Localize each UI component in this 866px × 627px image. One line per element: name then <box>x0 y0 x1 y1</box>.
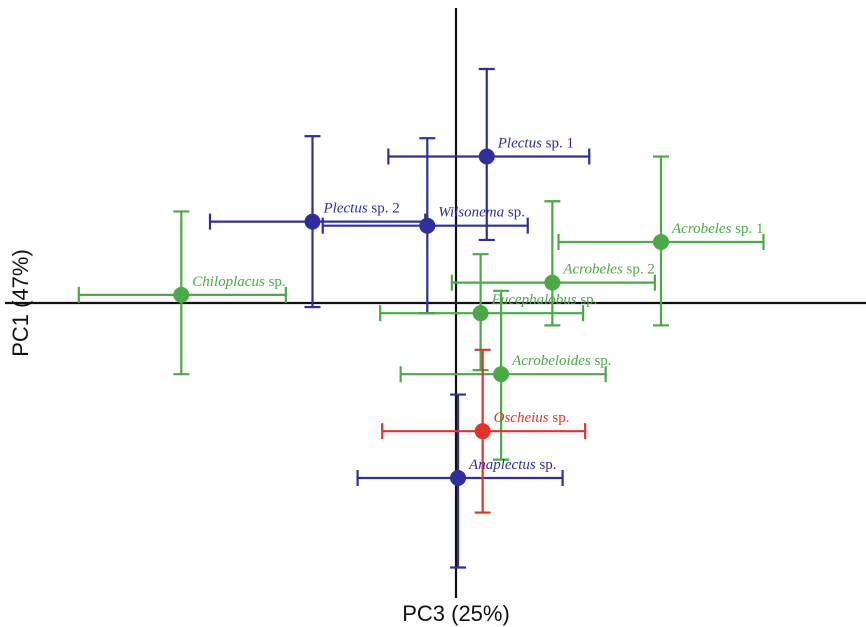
label-suffix: sp. <box>577 292 598 308</box>
point-wilsonema-sp <box>419 217 436 234</box>
label-suffix: sp. 1 <box>731 221 763 237</box>
label-anaplectus-sp: Anaplectus sp. <box>468 457 557 473</box>
label-suffix: sp. <box>265 274 286 290</box>
label-wilsonema-sp: Wilsonema sp. <box>438 205 525 221</box>
label-genus: Anaplectus <box>468 457 536 473</box>
label-genus: Acrobeles <box>562 262 623 278</box>
label-genus: Oscheius <box>494 410 549 426</box>
x-axis-title: PC3 (25%) <box>402 601 510 626</box>
label-acrobeles-sp-1: Acrobeles sp. 1 <box>671 221 764 237</box>
label-genus: Eucephalobus <box>491 292 577 308</box>
label-suffix: sp. <box>536 457 557 473</box>
label-suffix: sp. <box>549 410 570 426</box>
point-eucephalobus-sp <box>472 305 489 322</box>
point-plectus-sp-2 <box>304 213 321 230</box>
point-acrobeles-sp-2 <box>544 274 561 291</box>
label-eucephalobus-sp: Eucephalobus sp. <box>491 292 598 308</box>
point-acrobeles-sp-1 <box>653 233 669 250</box>
label-suffix: sp. <box>504 205 525 221</box>
label-acrobeles-sp-2: Acrobeles sp. 2 <box>562 262 655 278</box>
point-acrobeloides-sp <box>493 366 510 383</box>
label-chiloplacus-sp: Chiloplacus sp. <box>192 274 285 290</box>
label-suffix: sp. 2 <box>623 262 655 278</box>
error-bars <box>77 67 765 569</box>
point-anaplectus-sp <box>450 469 467 486</box>
point-chiloplacus-sp <box>173 286 190 303</box>
y-axis-title: PC1 (47%) <box>8 249 33 357</box>
label-genus: Chiloplacus <box>192 274 265 290</box>
label-plectus-sp-1: Plectus sp. 1 <box>497 136 574 152</box>
data-points <box>173 148 669 486</box>
label-suffix: sp. 1 <box>542 136 574 152</box>
label-suffix: sp. <box>591 353 612 369</box>
label-genus: Plectus <box>497 136 542 152</box>
label-acrobeloides-sp: Acrobeloides sp. <box>511 353 611 369</box>
label-genus: Acrobeles <box>671 221 732 237</box>
label-suffix: sp. 2 <box>368 201 400 217</box>
axes <box>5 8 866 598</box>
label-genus: Plectus <box>323 201 368 217</box>
point-oscheius-sp <box>474 423 491 440</box>
label-genus: Acrobeloides <box>511 353 591 369</box>
label-plectus-sp-2: Plectus sp. 2 <box>323 201 400 217</box>
label-genus: Wilsonema <box>438 205 504 221</box>
label-oscheius-sp: Oscheius sp. <box>494 410 570 426</box>
point-plectus-sp-1 <box>478 148 495 165</box>
